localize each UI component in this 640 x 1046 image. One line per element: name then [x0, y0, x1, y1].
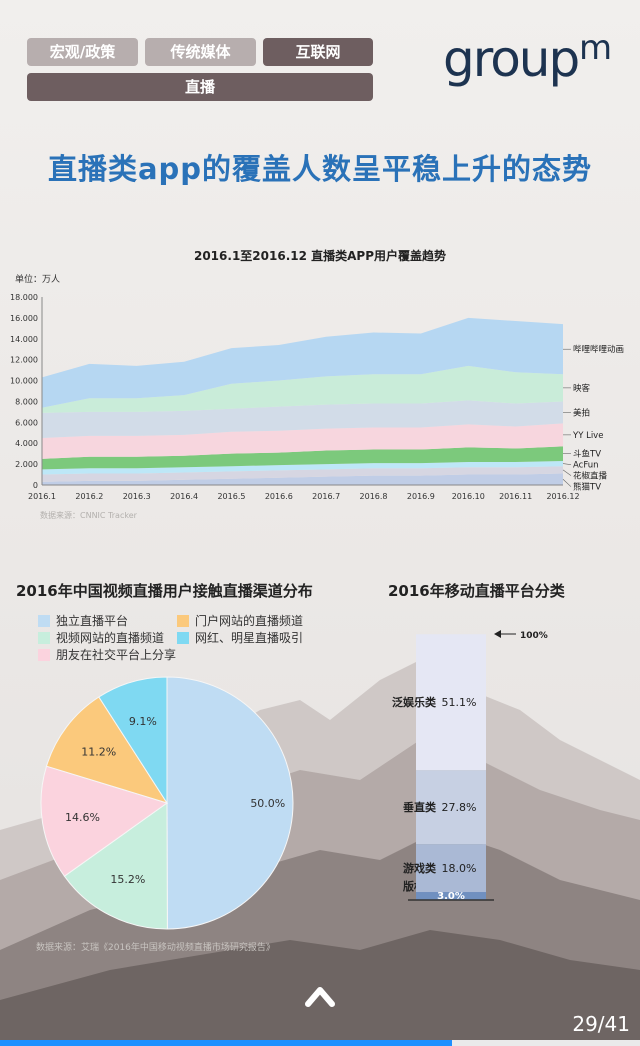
y-tick-label: 4.000 [15, 439, 38, 448]
page-progress-fill [0, 1040, 453, 1046]
area-chart: 0 2.000 4.000 6.000 8.000 10.000 12.000 14.000 1… [10, 293, 624, 501]
pie-slice-3 [45, 696, 169, 804]
legend-swatch [177, 615, 189, 627]
x-tick-label: 2016.7 [312, 492, 340, 501]
bar-segment-3 [416, 634, 486, 771]
y-tick-label: 6.000 [15, 418, 38, 427]
bar-segment-2 [416, 770, 486, 845]
bar-segment-value: 3.0% [437, 891, 465, 902]
legend-swatch [38, 632, 50, 644]
pie-legend-item-video-site: 视频网站的直播频道 [38, 629, 164, 646]
x-tick-label: 2016.12 [546, 492, 579, 501]
legend-swatch [38, 615, 50, 627]
legend-swatch [177, 632, 189, 644]
pie-legend-item-independent: 独立直播平台 [38, 612, 128, 629]
pie-slice-label: 14.6% [65, 811, 100, 824]
total-arrow-head [494, 630, 501, 638]
legend-label: 网红、明星直播吸引 [195, 631, 304, 645]
pie-slice-1 [63, 802, 168, 930]
bar-segment-value: 18.0% [442, 862, 477, 875]
pie-chart-source: 数据来源：艾瑞《2016年中国移动视频直播市场研究报告》 [36, 943, 275, 953]
bar-segment-0 [416, 892, 486, 900]
bar-segment-value: 51.1% [442, 696, 477, 709]
page-progress-bar [0, 1040, 640, 1046]
bar-segment-1 [416, 844, 486, 893]
area-series-6 [42, 365, 563, 413]
logo-superscript: m [579, 28, 613, 68]
area-chart-source: 数据来源：CNNIC Tracker [40, 511, 137, 520]
area-chart-unit-label: 单位：万人 [15, 275, 61, 285]
pie-slice-label: 9.1% [129, 715, 157, 728]
area-series-1 [42, 466, 563, 482]
area-series-4 [42, 423, 563, 459]
y-tick-label: 10.000 [10, 377, 38, 386]
legend-label: 朋友在社交平台上分享 [56, 648, 177, 662]
series-label: 熊猫TV [573, 482, 601, 493]
tab-live-streaming[interactable]: 直播 [27, 73, 373, 101]
area-series-7 [42, 317, 563, 408]
series-label: 映客 [573, 383, 591, 394]
pie-legend-item-social-share: 朋友在社交平台上分享 [38, 646, 176, 663]
legend-label: 视频网站的直播频道 [56, 631, 165, 645]
area-chart-title: 2016.1至2016.12 直播类APP用户覆盖趋势 [193, 249, 447, 263]
x-tick-label: 2016.8 [360, 492, 388, 501]
bar-segment-name: 游戏类 [403, 861, 437, 875]
series-label: AcFun [573, 461, 599, 471]
series-label: 美拍 [573, 407, 590, 418]
tab-macro-policy[interactable]: 宏观/政策 [27, 38, 138, 66]
x-tick-label: 2016.6 [265, 492, 293, 501]
area-series-5 [42, 400, 563, 438]
area-series-2 [42, 460, 563, 475]
tab-internet[interactable]: 互联网 [263, 38, 373, 66]
pie-chart-title: 2016年中国视频直播用户接触直播渠道分布 [16, 582, 313, 600]
chevron-up-icon[interactable] [304, 984, 336, 1008]
pie-chart: 50.0% 15.2% 14.6% 11.2% 9.1% [40, 676, 294, 930]
pie-slice-label: 50.0% [250, 797, 285, 810]
series-label-leader [562, 469, 572, 476]
pie-legend-item-celebrity: 网红、明星直播吸引 [177, 629, 303, 646]
pie-slice-4 [98, 676, 168, 805]
x-tick-label: 2016.4 [170, 492, 198, 501]
series-label: YY Live [572, 431, 603, 441]
series-label: 哔哩哔哩动画 [573, 344, 624, 355]
area-series-3 [42, 446, 563, 470]
x-tick-label: 2016.10 [452, 492, 485, 501]
groupm-logo: group m [443, 26, 633, 96]
y-tick-label: 14.000 [10, 335, 38, 344]
series-label: 花椒直播 [573, 471, 608, 482]
series-label-leader [562, 463, 572, 465]
legend-label: 独立直播平台 [56, 614, 129, 628]
y-tick-label: 2.000 [15, 460, 38, 469]
bar-chart-title: 2016年移动直播平台分类 [388, 582, 565, 600]
bar-segment-name: 泛娱乐类 [392, 695, 437, 709]
series-label: 斗鱼TV [573, 449, 601, 460]
bar-total-label: 100% [520, 631, 548, 641]
pie-slice-label: 11.2% [81, 745, 116, 758]
x-tick-label: 2016.11 [499, 492, 532, 501]
logo-wordmark: group [443, 30, 580, 88]
tab-traditional-media[interactable]: 传统媒体 [145, 38, 256, 66]
bar-segment-name: 垂直类 [403, 800, 437, 814]
y-tick-label: 16.000 [10, 314, 38, 323]
page-number: 29/41 [572, 1012, 630, 1036]
x-tick-label: 2016.2 [75, 492, 103, 501]
x-tick-label: 2016.1 [28, 492, 56, 501]
pie-slice-label: 15.2% [110, 873, 145, 886]
y-tick-label: 18.000 [10, 293, 38, 302]
series-label-leader [562, 479, 572, 487]
area-series-0 [42, 473, 563, 485]
pie-legend-item-portal: 门户网站的直播频道 [177, 612, 303, 629]
x-tick-label: 2016.3 [123, 492, 151, 501]
bar-segment-value: 27.8% [442, 801, 477, 814]
page-headline: 直播类app的覆盖人数呈平稳上升的态势 [47, 152, 593, 186]
y-tick-label: 0 [33, 481, 38, 490]
y-tick-label: 12.000 [10, 356, 38, 365]
y-tick-label: 8.000 [15, 397, 38, 406]
legend-label: 门户网站的直播频道 [195, 614, 304, 628]
x-tick-label: 2016.9 [407, 492, 435, 501]
legend-swatch [38, 649, 50, 661]
x-tick-label: 2016.5 [217, 492, 245, 501]
pie-slice-0 [166, 676, 294, 930]
